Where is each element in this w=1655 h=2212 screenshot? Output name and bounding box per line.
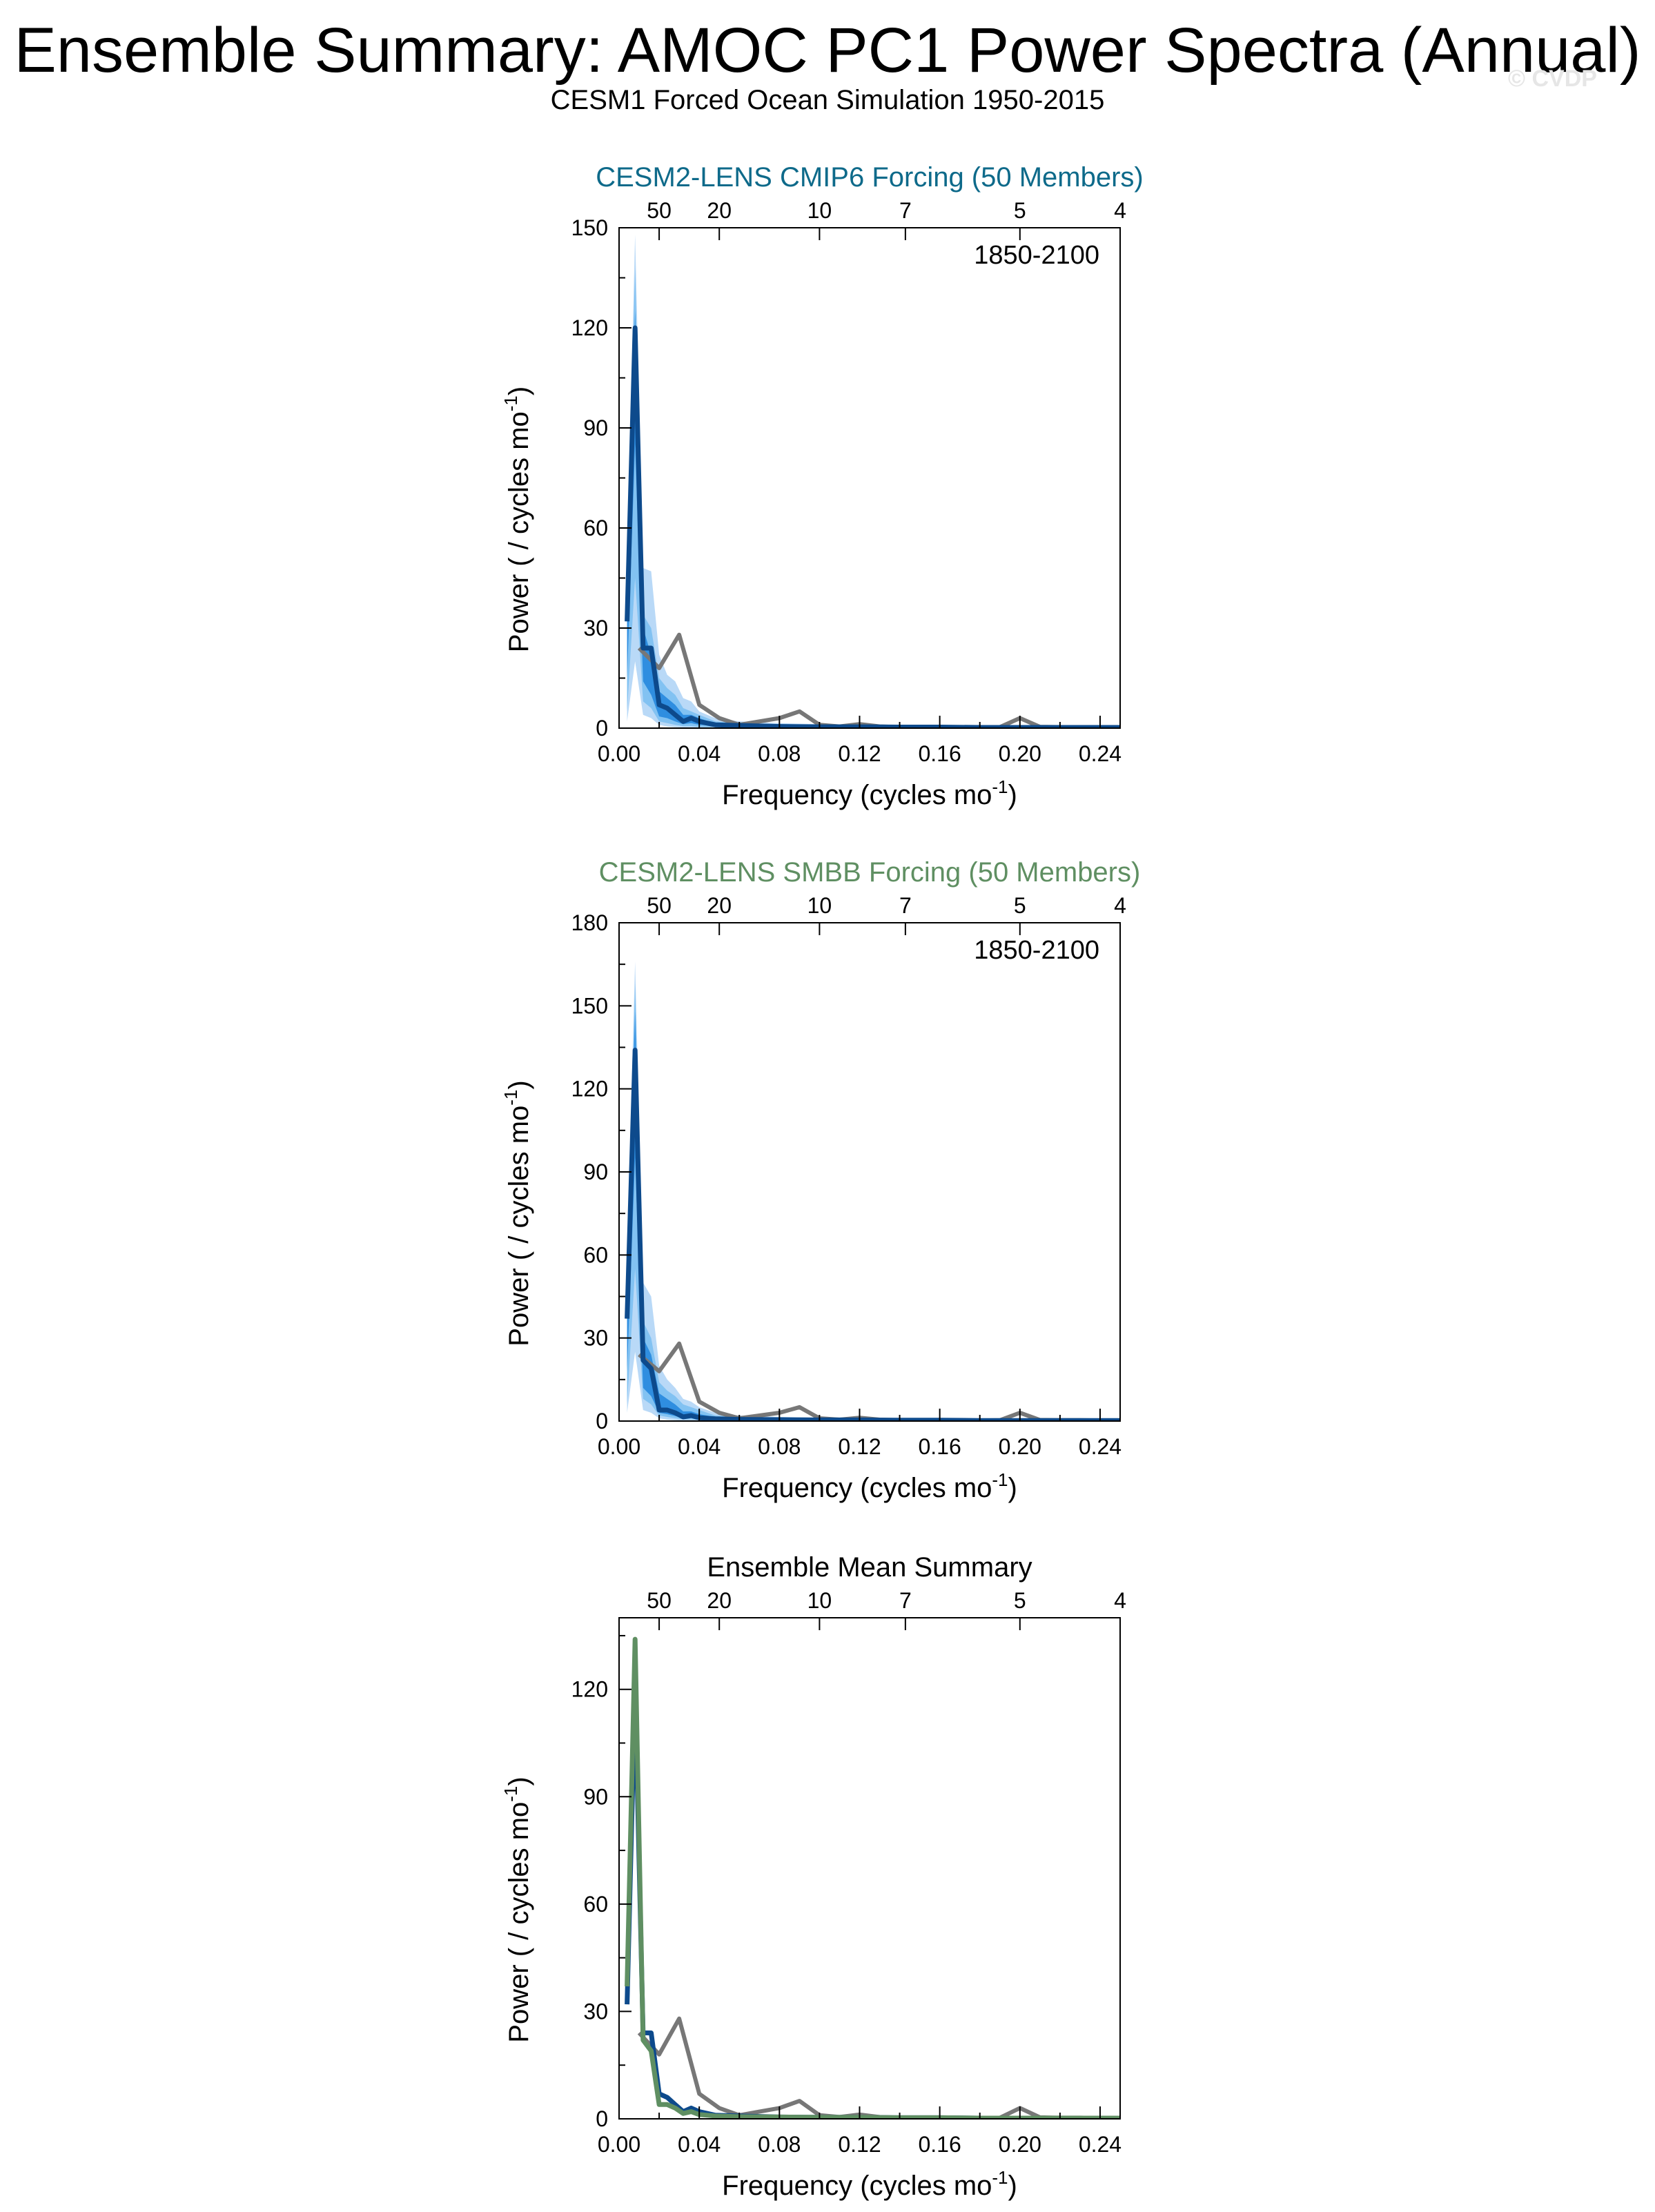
- y-axis-label: Power ( / cycles mo-1): [500, 1080, 534, 1346]
- chart-panel-3: 0.00 0.04 0.08 0.12 0.16 0.20 0.24 50 20 10 7 5 4 0 30…: [500, 1552, 1126, 2201]
- x-tick-label: 0.16: [918, 1434, 961, 1459]
- smbb-mean-line: [625, 1636, 1120, 2119]
- y-tick-label: 180: [571, 910, 608, 935]
- top-tick-label: 4: [1114, 893, 1126, 918]
- ensemble-mean-line: [625, 325, 1120, 728]
- x-tick-label: 0.04: [678, 1434, 721, 1459]
- plot-area: [625, 961, 1120, 1421]
- x-axis-label: Frequency (cycles mo-1): [722, 776, 1017, 810]
- x-tick-label: 0.24: [1079, 741, 1122, 766]
- y-tick-label: 60: [583, 1892, 608, 1917]
- x-tick-label: 0.16: [918, 2132, 961, 2157]
- x-tick-label: 0.04: [678, 741, 721, 766]
- x-tick-label: 0.24: [1079, 1434, 1122, 1459]
- spread-band-outer: [627, 234, 1120, 728]
- x-tick-label: 0.12: [838, 2132, 881, 2157]
- spread-band-outer: [627, 961, 1120, 1421]
- x-tick-label: 0.00: [598, 741, 640, 766]
- top-tick-label: 10: [807, 198, 832, 223]
- y-tick-label: 0: [596, 716, 608, 741]
- top-tick-label: 10: [807, 1588, 832, 1613]
- y-tick-label: 120: [571, 1077, 608, 1102]
- plot-area: [625, 1636, 1120, 2119]
- top-tick-label: 20: [707, 1588, 732, 1613]
- top-tick-label: 5: [1014, 893, 1026, 918]
- y-tick-label: 30: [583, 1326, 608, 1351]
- y-tick-label: 150: [571, 215, 608, 240]
- observed-line: [638, 1341, 1120, 1421]
- x-tick-label: 0.16: [918, 741, 961, 766]
- top-tick-label: 4: [1114, 198, 1126, 223]
- x-tick-label: 0.24: [1079, 2132, 1122, 2157]
- x-axis-label: Frequency (cycles mo-1): [722, 1469, 1017, 1503]
- ensemble-mean-line: [625, 1048, 1120, 1421]
- y-axis-label: Power ( / cycles mo-1): [500, 1777, 534, 2042]
- x-tick-label: 0.20: [999, 2132, 1041, 2157]
- chart-panel-2: 0.00 0.04 0.08 0.12 0.16 0.20 0.24 50 20 10 7 5 4 0 30…: [500, 857, 1140, 1503]
- panel-title: CESM2-LENS SMBB Forcing (50 Members): [599, 857, 1141, 888]
- x-tick-label: 0.12: [838, 1434, 881, 1459]
- top-tick-label: 50: [647, 893, 672, 918]
- page-subtitle: CESM1 Forced Ocean Simulation 1950-2015: [550, 85, 1105, 115]
- x-axis-label: Frequency (cycles mo-1): [722, 2167, 1017, 2201]
- y-tick-label: 90: [583, 1784, 608, 1809]
- top-tick-label: 5: [1014, 198, 1026, 223]
- observed-line: [637, 632, 1120, 728]
- top-tick-label: 20: [707, 198, 732, 223]
- y-tick-label: 120: [571, 1677, 608, 1702]
- y-tick-label: 0: [596, 1409, 608, 1433]
- x-tick-label: 0.12: [838, 741, 881, 766]
- axes-frame: [618, 1617, 1121, 2120]
- x-tick-label: 0.20: [999, 741, 1041, 766]
- top-tick-label: 5: [1014, 1588, 1026, 1613]
- panel-title: Ensemble Mean Summary: [707, 1552, 1032, 1583]
- x-tick-label: 0.20: [999, 1434, 1041, 1459]
- top-tick-label: 50: [647, 198, 672, 223]
- x-tick-label: 0.00: [598, 2132, 640, 2157]
- observed-line: [637, 2016, 1120, 2119]
- axes-frame: [618, 922, 1121, 1422]
- y-tick-label: 60: [583, 1242, 608, 1267]
- top-tick-label: 10: [807, 893, 832, 918]
- cmip6-mean-line: [625, 1687, 1120, 2119]
- axes-frame: [618, 227, 1121, 729]
- period-annotation: 1850-2100: [974, 241, 1099, 270]
- panel-title: CESM2-LENS CMIP6 Forcing (50 Members): [596, 162, 1144, 193]
- y-axis-label: Power ( / cycles mo-1): [500, 386, 534, 652]
- y-tick-label: 30: [583, 1999, 608, 2024]
- x-tick-label: 0.04: [678, 2132, 721, 2157]
- y-tick-label: 90: [583, 1159, 608, 1184]
- y-tick-label: 60: [583, 516, 608, 540]
- spread-band-inner: [627, 311, 1120, 728]
- top-tick-label: 50: [647, 1588, 672, 1613]
- y-tick-label: 150: [571, 993, 608, 1018]
- top-tick-label: 4: [1114, 1588, 1126, 1613]
- watermark: © CVDP: [1508, 66, 1597, 92]
- chart-panel-1: 0.00 0.04 0.08 0.12 0.16 0.20 0.24 50 20 10 7 5 4 0 30…: [500, 162, 1144, 810]
- top-tick-label: 20: [707, 893, 732, 918]
- y-tick-label: 120: [571, 315, 608, 340]
- x-tick-label: 0.08: [758, 741, 801, 766]
- top-tick-label: 7: [899, 1588, 912, 1613]
- y-tick-label: 30: [583, 616, 608, 640]
- x-tick-label: 0.08: [758, 1434, 801, 1459]
- x-tick-label: 0.08: [758, 2132, 801, 2157]
- top-tick-label: 7: [899, 893, 912, 918]
- y-tick-label: 0: [596, 2106, 608, 2131]
- page-title: Ensemble Summary: AMOC PC1 Power Spectra…: [14, 15, 1641, 86]
- period-annotation: 1850-2100: [974, 936, 1099, 965]
- spread-band-mid: [627, 983, 1120, 1421]
- plot-area: [625, 234, 1120, 728]
- spread-band-mid: [627, 268, 1120, 728]
- spread-band-inner: [627, 1011, 1120, 1421]
- y-tick-label: 90: [583, 415, 608, 440]
- x-tick-label: 0.00: [598, 1434, 640, 1459]
- top-tick-label: 7: [899, 198, 912, 223]
